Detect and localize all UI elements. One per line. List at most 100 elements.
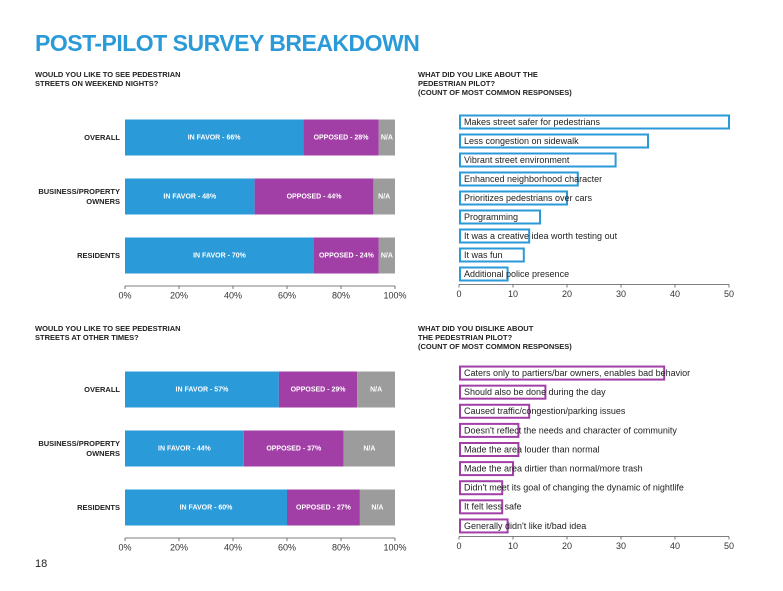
value-label: IN FAVOR - 70% — [193, 252, 247, 259]
x-tick-label: 100% — [383, 542, 406, 552]
x-tick-label: 20% — [170, 542, 188, 552]
value-label: N/A — [381, 134, 393, 141]
category-label: Made the area dirtier than normal/more t… — [464, 463, 643, 473]
category-label: It felt less safe — [464, 502, 522, 512]
bar-segment — [125, 371, 279, 408]
x-tick-label: 100% — [383, 290, 406, 300]
value-label: N/A — [370, 386, 382, 393]
x-tick-label: 0 — [456, 289, 461, 299]
bar-segment — [343, 430, 395, 467]
value-label: OPPOSED - 24% — [319, 252, 375, 259]
bar — [459, 171, 579, 187]
x-tick-label: 0% — [118, 542, 131, 552]
bar — [459, 461, 514, 477]
x-tick-label: 10 — [508, 289, 518, 299]
value-label: IN FAVOR - 57% — [176, 386, 230, 393]
x-tick-label: 80% — [332, 542, 350, 552]
category-label: Makes street safer for pedestrians — [464, 117, 601, 127]
bar-segment — [125, 178, 255, 215]
bar — [459, 518, 509, 534]
category-label: Made the area louder than normal — [464, 444, 600, 454]
category-label: Enhanced neighborhood character — [464, 174, 602, 184]
bar — [459, 384, 547, 400]
bar-segment — [287, 489, 360, 526]
category-label: Caters only to partiers/bar owners, enab… — [464, 368, 690, 378]
x-tick-label: 0% — [118, 290, 131, 300]
value-label: OPPOSED - 37% — [266, 445, 322, 452]
bar — [459, 114, 730, 130]
x-tick-label: 60% — [278, 290, 296, 300]
category-label: OVERALL — [84, 132, 120, 142]
chart-title: WOULD YOU LIKE TO SEE PEDESTRIAN STREETS… — [35, 324, 181, 342]
category-label: Prioritizes pedestrians over cars — [464, 193, 593, 203]
value-label: N/A — [363, 445, 375, 452]
category-label: BUSINESS/PROPERTY OWNERS — [38, 438, 120, 458]
bar — [459, 152, 617, 168]
bar — [459, 442, 520, 457]
bar — [459, 499, 504, 515]
x-tick-label: 10 — [508, 541, 518, 551]
x-tick-label: 50 — [724, 541, 734, 551]
category-label: Vibrant street environment — [464, 155, 570, 165]
category-label: It was a creative idea worth testing out — [464, 231, 618, 241]
bar-segment — [357, 371, 395, 408]
category-label: BUSINESS/PROPERTY OWNERS — [38, 186, 120, 206]
bar — [459, 228, 531, 244]
value-label: N/A — [381, 252, 393, 259]
page-title: POST-PILOT SURVEY BREAKDOWN — [35, 30, 420, 56]
bar — [459, 480, 504, 496]
value-label: OPPOSED - 29% — [291, 386, 347, 393]
bar-segment — [314, 237, 379, 274]
category-label: RESIDENTS — [77, 502, 120, 512]
value-label: N/A — [371, 504, 383, 511]
bar-segment — [373, 178, 395, 215]
x-tick-label: 40 — [670, 541, 680, 551]
page-number: 18 — [35, 558, 48, 570]
value-label: OPPOSED - 27% — [296, 504, 352, 511]
category-label: Additional police presence — [464, 269, 569, 279]
x-tick-label: 40% — [224, 290, 242, 300]
x-tick-label: 50 — [724, 289, 734, 299]
bar — [459, 133, 649, 149]
x-tick-label: 40% — [224, 542, 242, 552]
bar — [459, 403, 531, 419]
value-label: IN FAVOR - 60% — [180, 504, 234, 511]
value-label: OPPOSED - 44% — [287, 193, 343, 200]
chart-subtitle: (COUNT OF MOST COMMON RESPONSES) — [418, 88, 572, 97]
bar-segment — [254, 178, 374, 215]
category-label: Doesn't reflect the needs and character … — [464, 425, 677, 435]
x-tick-label: 0 — [456, 541, 461, 551]
category-label: Should also be done during the day — [464, 387, 606, 397]
category-label: Caused traffic/congestion/parking issues — [464, 406, 626, 416]
category-label: It was fun — [464, 250, 503, 260]
chart-title: WOULD YOU LIKE TO SEE PEDESTRIAN STREETS… — [35, 70, 181, 88]
bar — [459, 266, 509, 282]
x-tick-label: 30 — [616, 289, 626, 299]
x-tick-label: 30 — [616, 541, 626, 551]
category-label: RESIDENTS — [77, 250, 120, 260]
bar-segment — [125, 430, 244, 467]
bar-segment — [378, 237, 395, 274]
x-tick-label: 80% — [332, 290, 350, 300]
bar-segment — [303, 119, 379, 156]
chart-subtitle: (COUNT OF MOST COMMON RESPONSES) — [418, 342, 572, 351]
value-label: N/A — [378, 193, 390, 200]
category-label: Didn't meet its goal of changing the dyn… — [464, 483, 684, 493]
category-label: Generally didn't like it/bad idea — [464, 521, 586, 531]
bar — [459, 190, 568, 206]
value-label: IN FAVOR - 66% — [188, 134, 242, 141]
bar-segment — [378, 119, 395, 156]
bar — [459, 422, 520, 438]
category-label: Programming — [464, 212, 518, 222]
value-label: IN FAVOR - 44% — [158, 445, 212, 452]
chart-title: WHAT DID YOU DISLIKE ABOUT THE PEDESTRIA… — [418, 324, 534, 342]
bar — [459, 365, 666, 381]
value-label: OPPOSED - 28% — [314, 134, 370, 141]
bar-segment — [125, 489, 287, 526]
bar — [459, 209, 541, 225]
value-label: IN FAVOR - 48% — [163, 193, 217, 200]
bar-segment — [278, 371, 358, 408]
bar-segment — [125, 119, 304, 156]
